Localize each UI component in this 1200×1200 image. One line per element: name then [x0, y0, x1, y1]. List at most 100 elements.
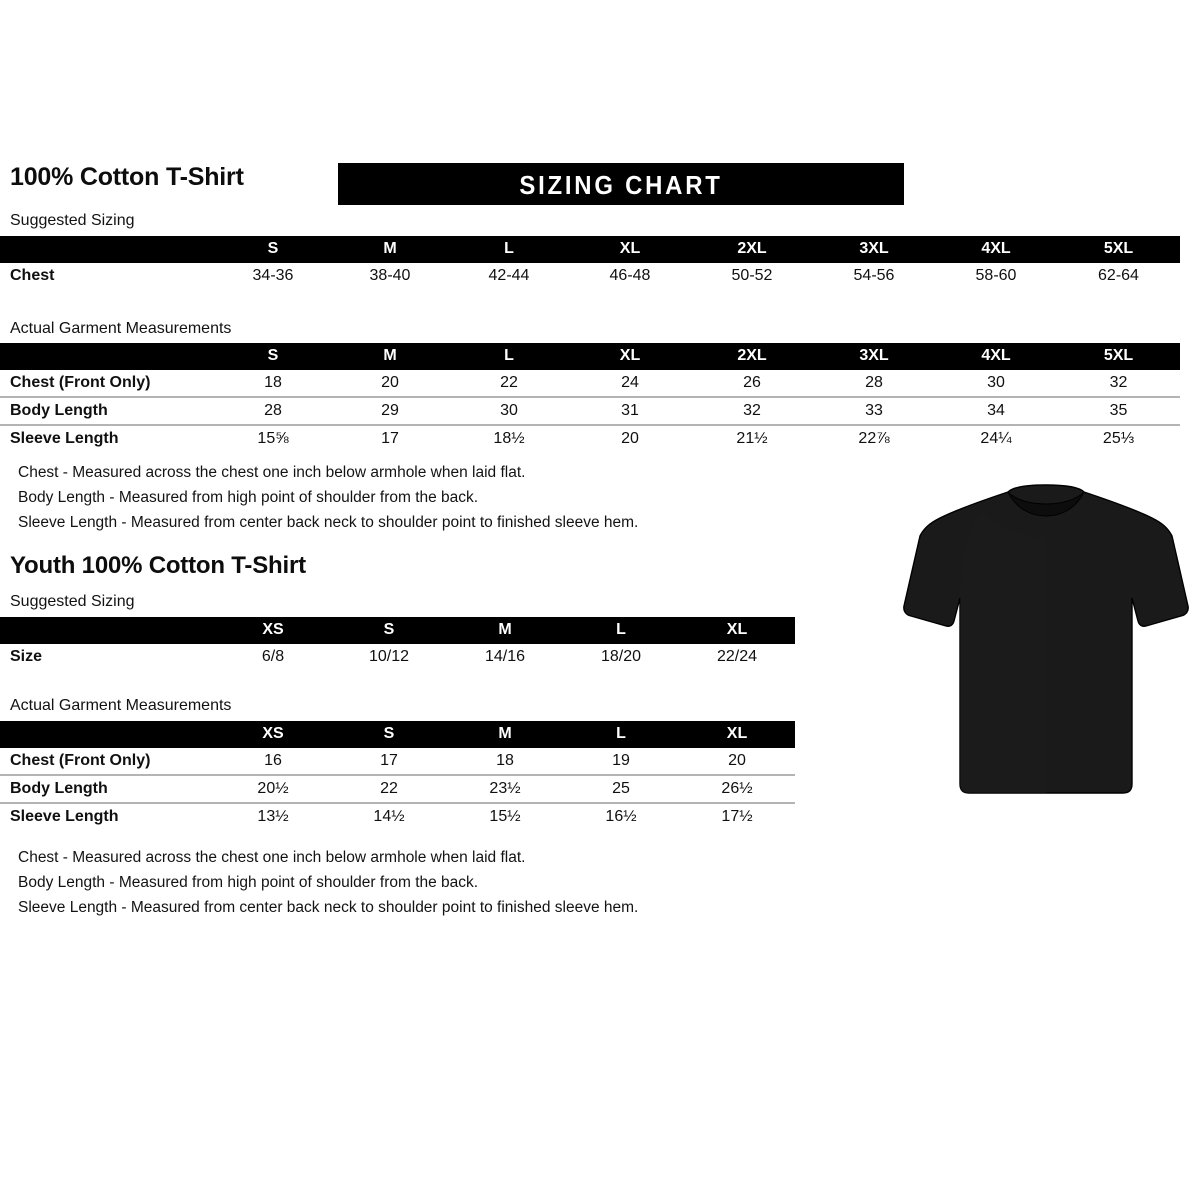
- column-header-m: M: [383, 347, 397, 364]
- measurement-note: Chest - Measured across the chest one in…: [18, 464, 526, 481]
- adult-actual-measurements-table: S M L XL 2XL 3XL 4XL 5XL Chest (Front Only) 18 20…: [0, 343, 1180, 452]
- measurement-cell: 16: [264, 752, 282, 769]
- measurement-note: Body Length - Measured from high point o…: [18, 874, 479, 891]
- measurement-cell: 24: [621, 374, 639, 391]
- adult-measurement-notes: Chest - Measured across the chest one in…: [0, 460, 638, 535]
- measurement-cell: 14½: [331, 802, 447, 830]
- youth-section-title: Youth 100% Cotton T-Shirt: [10, 552, 306, 579]
- sizing-chart-banner-label: SIZING CHART: [519, 170, 723, 200]
- measurement-note: Sleeve Length - Measured from center bac…: [18, 899, 639, 916]
- measurement-cell: 15⅝: [215, 424, 331, 452]
- column-header-xl: XL: [726, 725, 748, 742]
- column-header-xl: XL: [726, 621, 748, 638]
- measurement-cell: 26½: [679, 774, 795, 803]
- youth-actual-measurements-label: Actual Garment Measurements: [10, 697, 232, 714]
- column-header-blank: [0, 343, 215, 370]
- measurement-cell: 42-44: [488, 267, 530, 284]
- column-header-xs: XS: [262, 725, 284, 742]
- column-header-blank: [0, 236, 215, 263]
- row-label: Chest (Front Only): [10, 752, 151, 769]
- measurement-note: Sleeve Length - Measured from center bac…: [18, 514, 639, 531]
- measurement-cell: 30: [449, 396, 569, 425]
- table-body: Chest 34-36 38-40 42-44 46-48 50-52 54-56 58-60…: [0, 263, 1180, 289]
- column-header-blank: [0, 617, 215, 644]
- table-row: Sleeve Length 13½ 14½ 15½ 16½ 17½: [0, 802, 795, 830]
- adult-actual-measurements-label: Actual Garment Measurements: [10, 320, 232, 337]
- measurement-cell: 28: [215, 396, 331, 425]
- measurement-cell: 6/8: [261, 648, 285, 665]
- measurement-cell: 34: [935, 396, 1057, 425]
- page-title: 100% Cotton T-Shirt: [10, 163, 244, 191]
- page-header: 100% Cotton T-Shirt SIZING CHART: [0, 163, 1200, 209]
- measurement-cell: 35: [1057, 396, 1180, 425]
- table-header-row: XS S M L XL: [0, 617, 795, 644]
- column-header-3xl: 3XL: [859, 347, 889, 364]
- column-header-2xl: 2XL: [737, 240, 767, 257]
- table-row: Body Length 20½ 22 23½ 25 26½: [0, 774, 795, 803]
- measurement-cell: 20: [569, 424, 691, 452]
- column-header-4xl: 4XL: [981, 347, 1011, 364]
- measurement-cell: 34-36: [252, 267, 294, 284]
- measurement-cell: 21½: [691, 424, 813, 452]
- table-row: Body Length 28 29 30 31 32 33 34 35: [0, 396, 1180, 425]
- measurement-cell: 19: [612, 752, 630, 769]
- measurement-cell: 58-60: [975, 267, 1017, 284]
- youth-suggested-sizing-label: Suggested Sizing: [10, 593, 135, 610]
- measurement-cell: 20: [381, 374, 399, 391]
- measurement-cell: 18½: [449, 424, 569, 452]
- measurement-cell: 22/24: [716, 648, 758, 665]
- column-header-5xl: 5XL: [1103, 240, 1134, 257]
- column-header-s: S: [267, 240, 279, 257]
- measurement-cell: 10/12: [368, 648, 410, 665]
- table-body: Chest (Front Only) 16 17 18 19 20 Body Length 2…: [0, 748, 795, 830]
- measurement-cell: 50-52: [731, 267, 773, 284]
- row-label: Body Length: [0, 774, 215, 803]
- column-header-s: S: [383, 725, 395, 742]
- measurement-cell: 16½: [563, 802, 679, 830]
- column-header-3xl: 3XL: [859, 240, 889, 257]
- row-label: Body Length: [0, 396, 215, 425]
- measurement-cell: 17: [331, 424, 449, 452]
- measurement-cell: 23½: [447, 774, 563, 803]
- measurement-cell: 62-64: [1098, 267, 1139, 284]
- measurement-cell: 26: [743, 374, 761, 391]
- measurement-cell: 32: [1109, 374, 1128, 391]
- measurement-cell: 54-56: [853, 267, 895, 284]
- table-row: Sleeve Length 15⅝ 17 18½ 20 21½ 22⅞ 24¼ 25⅓: [0, 424, 1180, 452]
- measurement-cell: 20: [728, 752, 746, 769]
- table-header-row: XS S M L XL: [0, 721, 795, 748]
- column-header-s: S: [383, 621, 395, 638]
- youth-suggested-sizing-table: XS S M L XL Size 6/8 10/12 14/16 18/20 22/24: [0, 617, 795, 670]
- measurement-cell: 18: [264, 374, 282, 391]
- table-body: Size 6/8 10/12 14/16 18/20 22/24: [0, 644, 795, 670]
- tshirt-product-image: [900, 478, 1192, 802]
- column-header-xs: XS: [262, 621, 284, 638]
- column-header-blank: [0, 721, 215, 748]
- column-header-m: M: [498, 725, 512, 742]
- measurement-cell: 25: [563, 774, 679, 803]
- measurement-cell: 24¼: [935, 424, 1057, 452]
- table-header-row: S M L XL 2XL 3XL 4XL 5XL: [0, 236, 1180, 263]
- row-label: Chest: [10, 267, 55, 284]
- measurement-cell: 32: [691, 396, 813, 425]
- table-header-row: S M L XL 2XL 3XL 4XL 5XL: [0, 343, 1180, 370]
- youth-actual-measurements-table: XS S M L XL Chest (Front Only) 16 17 18 19 20 Body…: [0, 721, 795, 830]
- row-label: Sleeve Length: [0, 802, 215, 830]
- table-row: Chest 34-36 38-40 42-44 46-48 50-52 54-56 58-60…: [0, 263, 1180, 289]
- sizing-chart-banner: SIZING CHART: [338, 163, 904, 205]
- table-body: Chest (Front Only) 18 20 22 24 26 28 30 32 Body L…: [0, 370, 1180, 452]
- measurement-cell: 33: [813, 396, 935, 425]
- measurement-cell: 17: [380, 752, 398, 769]
- column-header-xl: XL: [619, 240, 641, 257]
- youth-measurement-notes: Chest - Measured across the chest one in…: [0, 845, 638, 920]
- column-header-l: L: [504, 240, 514, 257]
- measurement-cell: 31: [569, 396, 691, 425]
- measurement-cell: 29: [331, 396, 449, 425]
- measurement-cell: 13½: [215, 802, 331, 830]
- table-row: Chest (Front Only) 16 17 18 19 20: [0, 748, 795, 775]
- measurement-cell: 15½: [447, 802, 563, 830]
- column-header-m: M: [383, 240, 397, 257]
- column-header-m: M: [498, 621, 512, 638]
- measurement-cell: 38-40: [369, 267, 411, 284]
